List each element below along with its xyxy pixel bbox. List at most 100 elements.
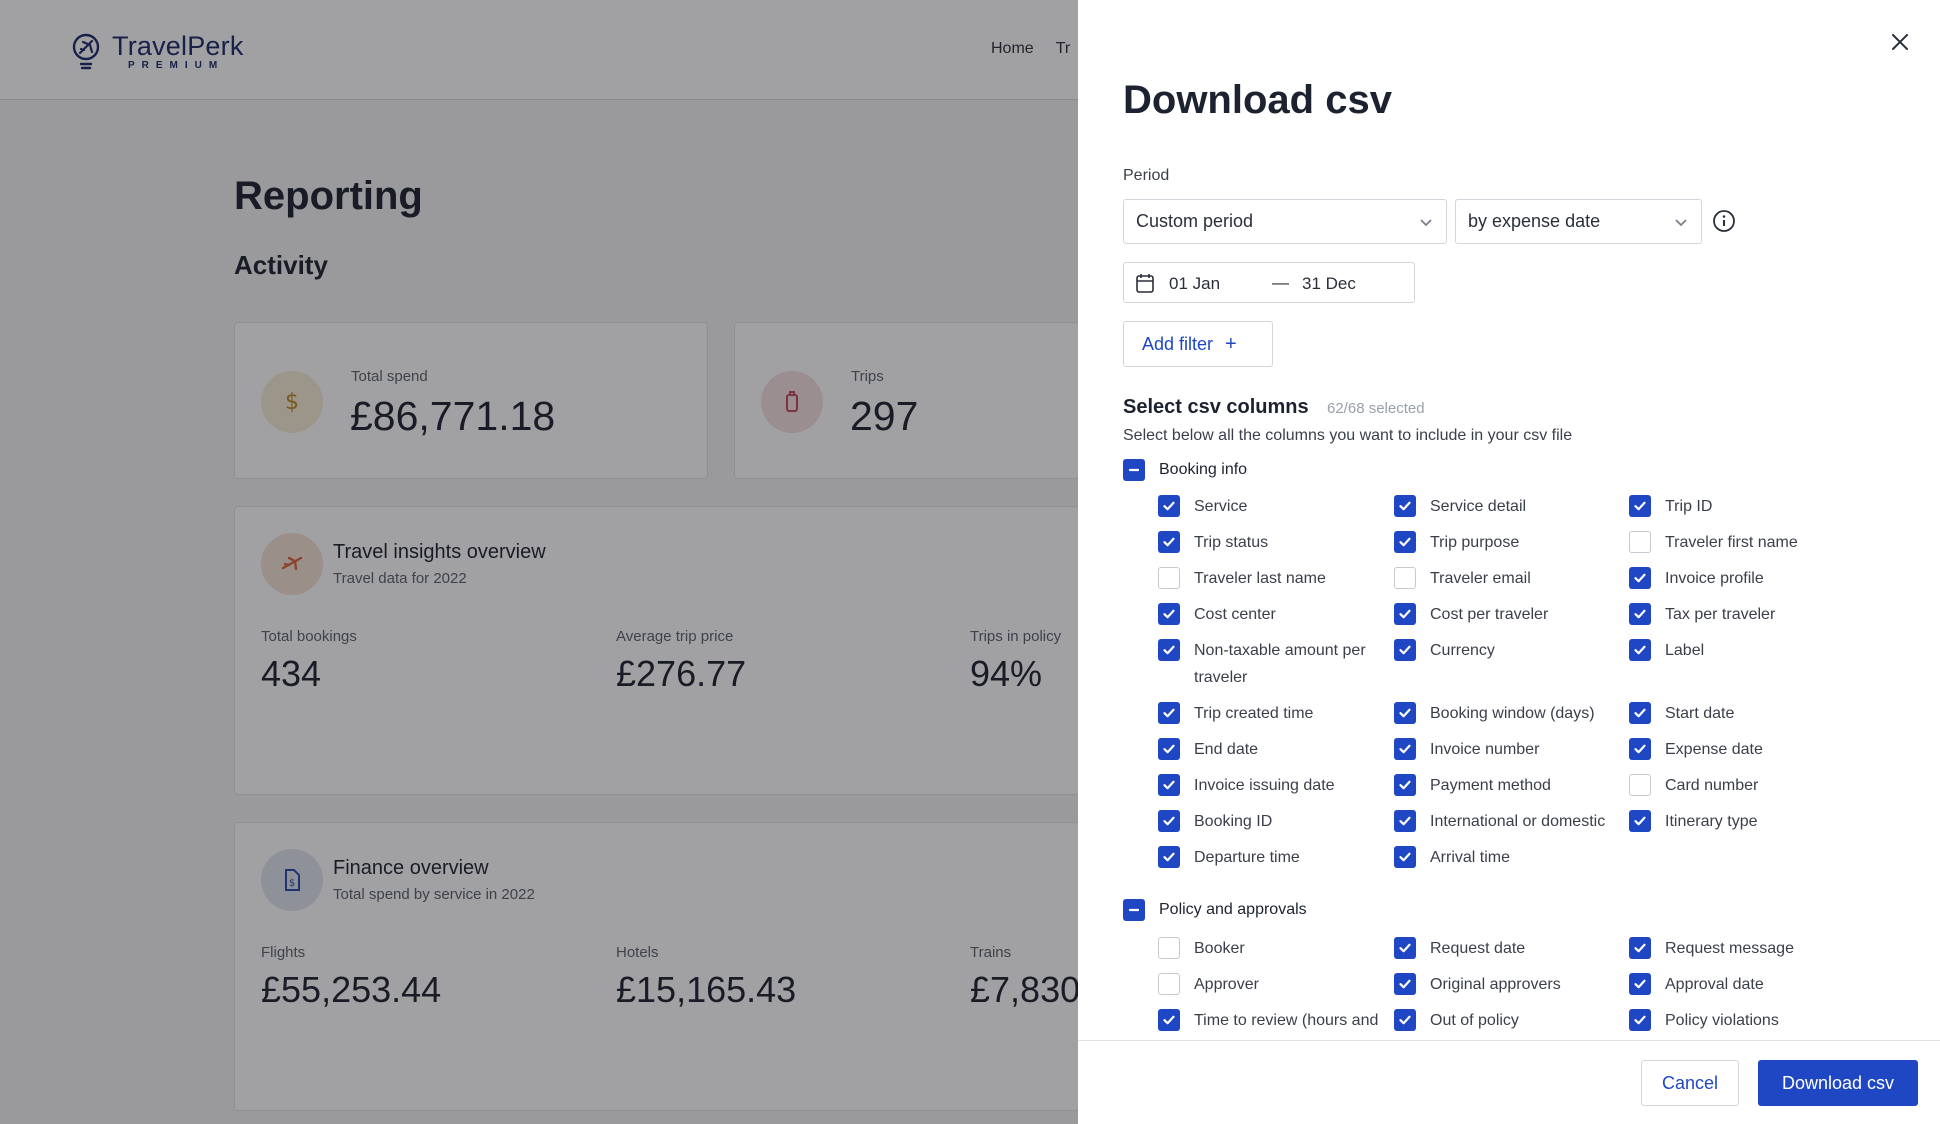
checkbox-checked[interactable] bbox=[1629, 810, 1651, 832]
column-option[interactable]: Invoice profile bbox=[1629, 565, 1859, 592]
column-option[interactable]: Arrival time bbox=[1394, 844, 1624, 871]
column-option[interactable]: Currency bbox=[1394, 637, 1624, 664]
column-option[interactable]: Cost per traveler bbox=[1394, 601, 1624, 628]
close-button[interactable] bbox=[1886, 28, 1914, 56]
travelperk-logo[interactable]: TravelPerk PREMIUM bbox=[70, 30, 244, 74]
column-option-label: Start date bbox=[1665, 705, 1735, 722]
checkbox-checked[interactable] bbox=[1394, 738, 1416, 760]
column-option[interactable]: Payment method bbox=[1394, 772, 1624, 799]
checkbox-checked[interactable] bbox=[1158, 846, 1180, 868]
column-option-label: Service detail bbox=[1430, 498, 1527, 515]
checkbox-checked[interactable] bbox=[1158, 639, 1180, 661]
column-option[interactable]: Traveler first name bbox=[1629, 529, 1859, 556]
column-option[interactable]: Trip status bbox=[1158, 529, 1388, 556]
checkbox-checked[interactable] bbox=[1158, 810, 1180, 832]
checkbox-unchecked[interactable] bbox=[1158, 567, 1180, 589]
checkbox-checked[interactable] bbox=[1629, 1009, 1651, 1031]
column-option-label: Trip purpose bbox=[1430, 534, 1520, 551]
date-basis-select[interactable]: by expense date bbox=[1455, 199, 1702, 244]
column-option[interactable]: Booking window (days) bbox=[1394, 700, 1624, 727]
checkbox-checked[interactable] bbox=[1158, 1009, 1180, 1031]
group-checkbox[interactable] bbox=[1123, 899, 1145, 921]
date-to[interactable]: 31 Dec bbox=[1302, 274, 1356, 293]
checkbox-checked[interactable] bbox=[1629, 603, 1651, 625]
checkbox-checked[interactable] bbox=[1629, 639, 1651, 661]
period-select[interactable]: Custom period bbox=[1123, 199, 1447, 244]
period-label: Period bbox=[1123, 167, 1170, 184]
column-option[interactable]: Tax per traveler bbox=[1629, 601, 1859, 628]
cancel-button[interactable]: Cancel bbox=[1641, 1060, 1739, 1106]
group-label: Booking info bbox=[1159, 461, 1248, 478]
checkbox-unchecked[interactable] bbox=[1158, 973, 1180, 995]
checkbox-unchecked[interactable] bbox=[1629, 531, 1651, 553]
checkbox-checked[interactable] bbox=[1394, 702, 1416, 724]
add-filter-button[interactable]: Add filter + bbox=[1123, 321, 1273, 367]
column-option[interactable]: Label bbox=[1629, 637, 1859, 664]
column-option[interactable]: Approval date bbox=[1629, 971, 1859, 998]
modal-backdrop[interactable] bbox=[0, 0, 1078, 1124]
checkbox-checked[interactable] bbox=[1394, 1009, 1416, 1031]
checkbox-unchecked[interactable] bbox=[1394, 567, 1416, 589]
column-option[interactable]: Policy violations bbox=[1629, 1007, 1859, 1034]
checkbox-checked[interactable] bbox=[1158, 774, 1180, 796]
column-option[interactable]: Non-taxable amount per traveler bbox=[1158, 637, 1388, 691]
checkbox-checked[interactable] bbox=[1394, 973, 1416, 995]
checkbox-checked[interactable] bbox=[1394, 639, 1416, 661]
column-option[interactable]: Trip ID bbox=[1629, 493, 1859, 520]
column-option[interactable]: Out of policy bbox=[1394, 1007, 1624, 1034]
checkbox-checked[interactable] bbox=[1158, 603, 1180, 625]
column-option-label: Traveler email bbox=[1430, 570, 1531, 587]
column-option[interactable]: Invoice number bbox=[1394, 736, 1624, 763]
checkbox-checked[interactable] bbox=[1629, 702, 1651, 724]
checkbox-checked[interactable] bbox=[1629, 567, 1651, 589]
info-icon[interactable] bbox=[1712, 209, 1736, 233]
checkbox-checked[interactable] bbox=[1394, 810, 1416, 832]
column-option[interactable]: Cost center bbox=[1158, 601, 1388, 628]
column-option[interactable]: Start date bbox=[1629, 700, 1859, 727]
group-checkbox[interactable] bbox=[1123, 459, 1145, 481]
checkbox-checked[interactable] bbox=[1629, 738, 1651, 760]
download-csv-button[interactable]: Download csv bbox=[1758, 1060, 1918, 1106]
checkbox-unchecked[interactable] bbox=[1629, 774, 1651, 796]
checkbox-checked[interactable] bbox=[1394, 495, 1416, 517]
column-option[interactable]: Expense date bbox=[1629, 736, 1859, 763]
checkbox-checked[interactable] bbox=[1629, 495, 1651, 517]
column-option[interactable]: Trip created time bbox=[1158, 700, 1388, 727]
column-option[interactable]: Original approvers bbox=[1394, 971, 1624, 998]
checkbox-unchecked[interactable] bbox=[1158, 937, 1180, 959]
column-option[interactable]: Traveler email bbox=[1394, 565, 1624, 592]
date-range-picker[interactable]: 01 Jan — 31 Dec bbox=[1123, 262, 1415, 303]
column-option[interactable]: Invoice issuing date bbox=[1158, 772, 1388, 799]
column-option[interactable]: Time to review (hours and bbox=[1158, 1007, 1388, 1034]
column-option[interactable]: Request date bbox=[1394, 935, 1624, 962]
checkbox-checked[interactable] bbox=[1629, 937, 1651, 959]
column-option[interactable]: End date bbox=[1158, 736, 1388, 763]
column-option[interactable]: Traveler last name bbox=[1158, 565, 1388, 592]
checkbox-checked[interactable] bbox=[1394, 774, 1416, 796]
nav-item-trips[interactable]: Tr bbox=[1055, 40, 1071, 57]
column-option[interactable]: Service detail bbox=[1394, 493, 1624, 520]
checkbox-checked[interactable] bbox=[1394, 531, 1416, 553]
checkbox-checked[interactable] bbox=[1158, 702, 1180, 724]
checkbox-checked[interactable] bbox=[1158, 495, 1180, 517]
checkbox-checked[interactable] bbox=[1394, 846, 1416, 868]
nav-item-home[interactable]: Home bbox=[991, 40, 1034, 57]
column-option[interactable]: International or domestic bbox=[1394, 808, 1624, 835]
checkbox-checked[interactable] bbox=[1158, 738, 1180, 760]
column-option[interactable]: Request message bbox=[1629, 935, 1859, 962]
column-option[interactable]: Itinerary type bbox=[1629, 808, 1859, 835]
checkbox-checked[interactable] bbox=[1629, 973, 1651, 995]
column-option[interactable]: Card number bbox=[1629, 772, 1859, 799]
date-from[interactable]: 01 Jan bbox=[1169, 274, 1221, 293]
column-option[interactable]: Booker bbox=[1158, 935, 1388, 962]
checkbox-checked[interactable] bbox=[1158, 531, 1180, 553]
checkbox-checked[interactable] bbox=[1394, 603, 1416, 625]
column-option[interactable]: Departure time bbox=[1158, 844, 1388, 871]
column-option[interactable]: Approver bbox=[1158, 971, 1388, 998]
checkbox-checked[interactable] bbox=[1394, 937, 1416, 959]
airplane-logo-icon bbox=[72, 33, 100, 70]
column-option[interactable]: Service bbox=[1158, 493, 1388, 520]
column-option[interactable]: Booking ID bbox=[1158, 808, 1388, 835]
column-option-label: Non-taxable amount per traveler bbox=[1194, 642, 1366, 686]
column-option[interactable]: Trip purpose bbox=[1394, 529, 1624, 556]
